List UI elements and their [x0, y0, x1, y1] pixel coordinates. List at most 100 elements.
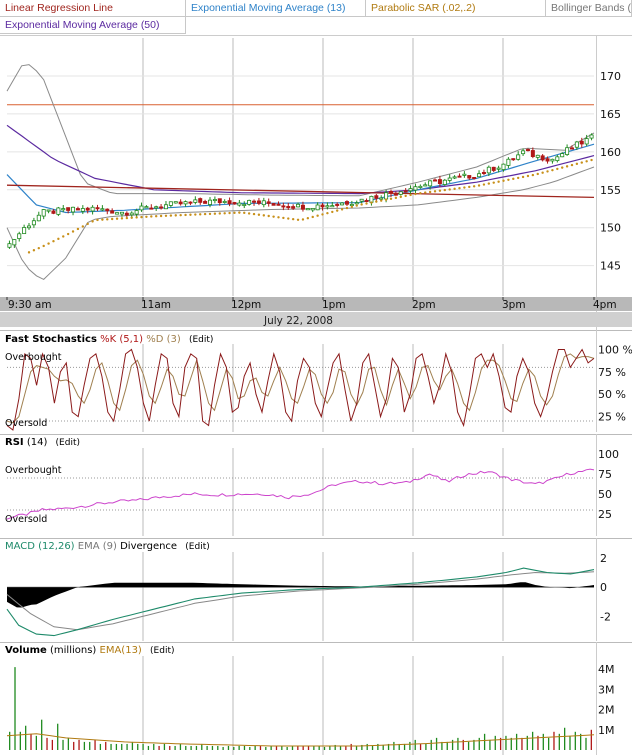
- rsi-edit-link[interactable]: (Edit): [55, 438, 80, 448]
- stoch-d-label: %D (3): [146, 334, 181, 345]
- sar-dot: [218, 212, 221, 215]
- sar-dot: [590, 158, 593, 162]
- macd-edit-link[interactable]: (Edit): [185, 542, 210, 552]
- time-tick-label: 9:30 am: [8, 299, 52, 311]
- candle-body: [428, 180, 433, 187]
- sar-dot: [526, 174, 530, 178]
- overlay-tab-parabolic-sar[interactable]: Parabolic SAR (.02,.2): [366, 0, 546, 17]
- candle-body: [545, 158, 550, 162]
- candle-body: [457, 175, 462, 178]
- sar-dot: [164, 214, 168, 217]
- rsi-tick-label: 100: [598, 448, 619, 461]
- stoch-tick-label: 50 %: [598, 388, 626, 401]
- rsi-tick-label: 25: [598, 508, 612, 521]
- candle-body: [159, 206, 164, 209]
- sar-dot: [154, 215, 158, 218]
- overlay-tab-ema13[interactable]: Exponential Moving Average (13): [186, 0, 366, 17]
- candle-body: [276, 203, 281, 206]
- candle-body: [80, 208, 85, 212]
- sar-dot: [424, 191, 427, 194]
- candle-body: [589, 134, 594, 139]
- sar-dot: [556, 167, 559, 171]
- time-tick-label: 2pm: [412, 299, 436, 311]
- sar-dot: [91, 220, 94, 223]
- linear-regression-line: [6, 184, 595, 199]
- sar-dot: [199, 213, 202, 216]
- candle-body: [75, 208, 80, 211]
- candle-body: [173, 201, 178, 204]
- candle-body: [115, 212, 120, 215]
- candle-body: [393, 193, 398, 196]
- stoch-edit-link[interactable]: (Edit): [188, 335, 214, 345]
- sar-dot: [541, 171, 544, 174]
- candle-body: [256, 200, 261, 204]
- candle-body: [305, 208, 310, 211]
- overlay-tab-linear-regression[interactable]: Linear Regression Line: [0, 0, 186, 17]
- sar-dot: [443, 188, 447, 192]
- overlay-tab-ema50[interactable]: Exponential Moving Average (50): [0, 17, 186, 34]
- candle-body: [266, 201, 271, 204]
- candle-body: [398, 191, 403, 195]
- candle-body: [61, 208, 66, 211]
- candle-body: [232, 202, 237, 205]
- candle-body: [565, 147, 570, 155]
- volume-edit-link[interactable]: (Edit): [150, 646, 175, 656]
- candle-body: [315, 204, 320, 211]
- stoch-k-label: %K (5,1): [100, 334, 144, 345]
- sar-dot: [194, 213, 197, 216]
- volume-tick-label: 1M: [598, 724, 615, 737]
- candle-body: [163, 204, 168, 210]
- candle-body: [584, 138, 589, 145]
- candle-body: [71, 206, 76, 213]
- candle-body: [105, 208, 110, 212]
- sar-dot: [512, 177, 515, 181]
- volume-tick-label: 4M: [598, 663, 615, 676]
- sar-dot: [189, 213, 192, 216]
- sar-dot: [233, 211, 236, 215]
- time-axis-bar: [0, 297, 632, 311]
- candle-body: [491, 166, 496, 171]
- candle-body: [555, 156, 560, 161]
- sar-dot: [585, 160, 588, 163]
- candle-body: [560, 153, 565, 158]
- candle-body: [252, 200, 257, 203]
- candle-body: [388, 190, 393, 194]
- time-tick-label: 12pm: [231, 299, 261, 311]
- candle-body: [27, 225, 32, 229]
- candle-body: [447, 177, 452, 181]
- candle-body: [193, 199, 198, 203]
- sar-dot: [262, 214, 266, 217]
- macd-tick-label: 2: [600, 552, 607, 565]
- sar-dot: [306, 217, 310, 220]
- volume-ema-line: [6, 733, 595, 747]
- bollinger-upper-line: [6, 64, 595, 197]
- candle-body: [452, 176, 457, 179]
- sar-dot: [287, 217, 290, 220]
- sar-dot: [365, 202, 368, 205]
- candle-body: [481, 171, 486, 174]
- sar-dot: [409, 193, 412, 197]
- stoch-right-border: [596, 330, 597, 432]
- candle-body: [51, 210, 56, 214]
- candle-body: [12, 239, 17, 246]
- candle-body: [188, 201, 193, 204]
- candle-body: [90, 206, 95, 212]
- candle-body: [462, 173, 467, 176]
- sar-dot: [76, 227, 80, 231]
- sar-dot: [282, 216, 285, 220]
- sar-dot: [433, 190, 437, 193]
- candle-body: [408, 188, 413, 192]
- sar-dot: [458, 186, 461, 190]
- bollinger-lower-line: [6, 166, 595, 281]
- candle-body: [22, 227, 27, 235]
- volume-title-row: Volume (millions) EMA(13) (Edit): [5, 645, 174, 656]
- sar-dot: [267, 214, 270, 218]
- rsi-tick-label: 50: [598, 488, 612, 501]
- overlay-tab-bollinger-bands[interactable]: Bollinger Bands (: [546, 0, 632, 17]
- candle-body: [227, 200, 232, 205]
- sar-dot: [140, 215, 143, 219]
- volume-unit: (millions): [50, 645, 97, 656]
- candle-body: [242, 203, 247, 206]
- sar-dot: [252, 212, 256, 216]
